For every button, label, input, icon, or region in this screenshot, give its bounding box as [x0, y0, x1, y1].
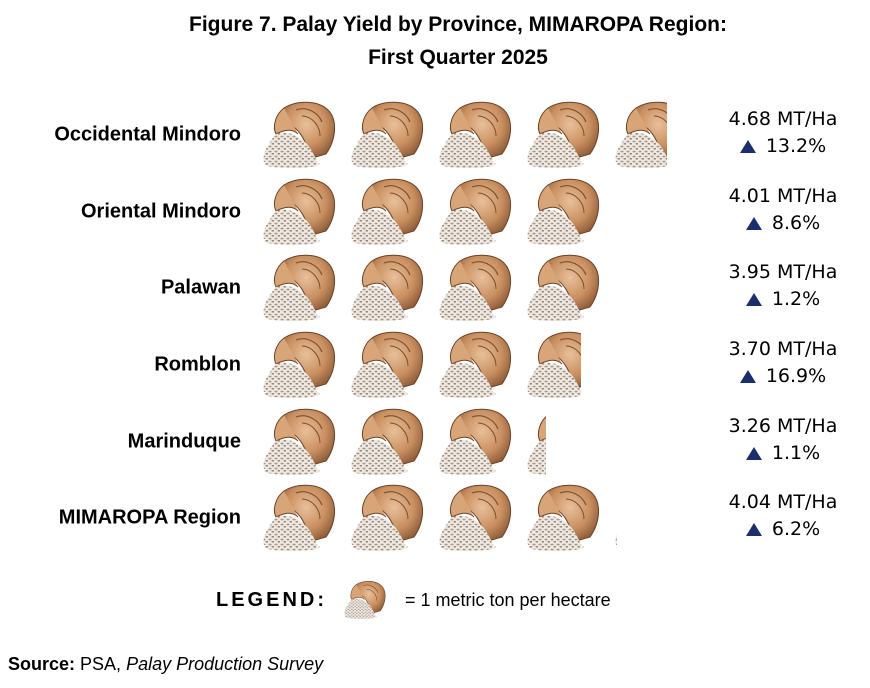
change-label: 6.2%	[700, 516, 866, 544]
chart-title-line-1: Figure 7. Palay Yield by Province, MIMAR…	[189, 13, 727, 36]
rice-sack-icon	[438, 331, 512, 399]
up-triangle-icon	[745, 523, 762, 536]
icon-row	[262, 483, 618, 553]
value-block: 4.04 MT/Ha 6.2%	[700, 489, 866, 544]
up-triangle-icon	[739, 370, 756, 383]
chart-title-line-2: First Quarter 2025	[368, 46, 548, 69]
category-label: Palawan	[160, 276, 241, 299]
rice-sack-icon	[526, 178, 600, 246]
category-label: Oriental Mindoro	[81, 200, 241, 223]
value-label: 3.95 MT/Ha	[728, 261, 838, 283]
rice-sack-icon	[438, 408, 512, 476]
change-label: 1.1%	[700, 440, 866, 468]
category-label: Romblon	[154, 353, 241, 376]
source-survey: Palay Production Survey	[126, 654, 324, 674]
rice-sack-icon	[350, 178, 424, 246]
rice-sack-icon	[262, 408, 336, 476]
category-label: Marinduque	[127, 430, 241, 453]
legend-text: = 1 metric ton per hectare	[405, 589, 611, 610]
change-label: 1.2%	[700, 286, 866, 314]
change-value: 1.2%	[771, 288, 821, 310]
chart-title: Figure 7. Palay Yield by Province, MIMAR…	[0, 8, 870, 74]
rice-sack-icon	[526, 254, 600, 322]
rice-sack-icon	[614, 177, 615, 247]
rice-sack-icon	[350, 408, 424, 476]
rice-sack-icon	[526, 484, 600, 552]
rice-sack-icon	[526, 408, 547, 476]
rice-sack-icon	[438, 484, 512, 552]
change-label: 8.6%	[700, 210, 866, 238]
source-note: Source: PSA, Palay Production Survey	[8, 654, 323, 675]
icon-row	[262, 177, 615, 247]
change-value: 6.2%	[771, 518, 821, 540]
rice-sack-icon	[262, 331, 336, 399]
value-label: 4.04 MT/Ha	[728, 491, 838, 513]
up-triangle-icon	[745, 447, 762, 460]
change-value: 16.9%	[765, 365, 827, 387]
rice-sack-icon	[350, 484, 424, 552]
icon-row	[262, 407, 547, 477]
rice-sack-icon	[262, 178, 336, 246]
icon-row	[262, 253, 600, 323]
change-value: 13.2%	[765, 135, 827, 157]
change-value: 8.6%	[771, 212, 821, 234]
icon-row	[262, 100, 668, 170]
category-label: Occidental Mindoro	[54, 123, 241, 146]
value-block: 4.01 MT/Ha 8.6%	[700, 183, 866, 238]
legend: LEGEND: = 1 metric ton per hectare	[216, 580, 611, 620]
rice-sack-icon	[344, 580, 386, 620]
rice-sack-icon	[350, 254, 424, 322]
source-label: Source:	[8, 654, 76, 674]
category-label: MIMAROPA Region	[58, 506, 241, 529]
rice-sack-icon	[438, 254, 512, 322]
rice-sack-icon	[438, 178, 512, 246]
up-triangle-icon	[745, 217, 762, 230]
rice-sack-icon	[438, 101, 512, 169]
source-org: PSA,	[75, 654, 127, 674]
rice-sack-icon	[262, 101, 336, 169]
change-label: 16.9%	[700, 363, 866, 391]
icon-row	[262, 330, 581, 400]
value-block: 3.70 MT/Ha 16.9%	[700, 336, 866, 391]
value-label: 3.70 MT/Ha	[728, 338, 838, 360]
rice-sack-icon	[350, 101, 424, 169]
value-label: 4.01 MT/Ha	[728, 185, 838, 207]
rice-sack-icon	[262, 254, 336, 322]
value-label: 4.68 MT/Ha	[728, 108, 838, 130]
legend-title: LEGEND:	[216, 588, 327, 611]
change-value: 1.1%	[771, 442, 821, 464]
value-block: 4.68 MT/Ha 13.2%	[700, 106, 866, 161]
up-triangle-icon	[745, 293, 762, 306]
rice-sack-icon	[350, 331, 424, 399]
value-label: 3.26 MT/Ha	[728, 415, 838, 437]
rice-sack-icon	[614, 484, 618, 552]
change-label: 13.2%	[700, 133, 866, 161]
rice-sack-icon	[262, 484, 336, 552]
value-block: 3.26 MT/Ha 1.1%	[700, 413, 866, 468]
rice-sack-icon	[614, 101, 668, 169]
rice-sack-icon	[526, 331, 581, 399]
value-block: 3.95 MT/Ha 1.2%	[700, 259, 866, 314]
up-triangle-icon	[739, 140, 756, 153]
rice-sack-icon	[526, 101, 600, 169]
